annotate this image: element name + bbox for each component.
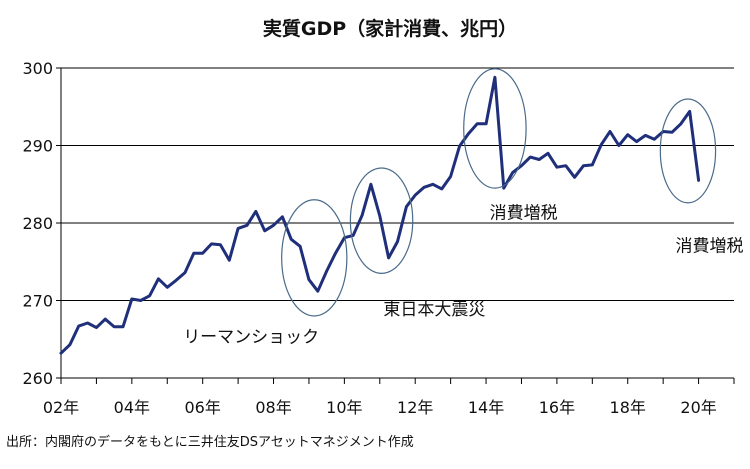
x-tick-label: 14年 [468,398,504,417]
x-axis-ticks: 02年 04年 06年 08年 10年 12年 14年 16年 18年 20年 [43,378,735,417]
annotation-ellipse [659,98,717,204]
grid [61,67,734,301]
annotation-ellipse [463,68,527,189]
annotation-label: リーマンショック [183,327,319,347]
x-tick-label: 12年 [397,398,433,417]
x-tick-label: 18年 [610,398,646,417]
chart-title: 実質GDP（家計消費、兆円） [263,17,517,40]
x-tick-label: 10年 [326,398,362,417]
source-note: 出所：内閣府のデータをもとに三井住友DSアセットマネジメント作成 [6,434,414,450]
series-line [59,75,701,355]
x-tick-label: 08年 [255,398,291,417]
annotation-label: 消費増税 [676,237,744,257]
y-tick-label: 300 [22,59,53,78]
series [59,75,701,355]
y-axis-ticks: 260 270 280 290 300 [22,59,61,388]
x-tick-label: 20年 [680,398,716,417]
y-tick-label: 270 [22,292,53,311]
annotation-label: 東日本大震災 [383,300,485,320]
y-tick-label: 280 [22,214,53,233]
y-tick-label: 260 [22,369,53,388]
x-tick-label: 04年 [114,398,150,417]
x-tick-label: 02年 [43,398,79,417]
annotation-ellipse [281,199,348,317]
x-tick-label: 06年 [184,398,220,417]
x-tick-label: 16年 [539,398,575,417]
y-tick-label: 290 [22,137,53,156]
annotation-label: 消費増税 [490,203,558,223]
annotation-ellipse [349,167,414,274]
